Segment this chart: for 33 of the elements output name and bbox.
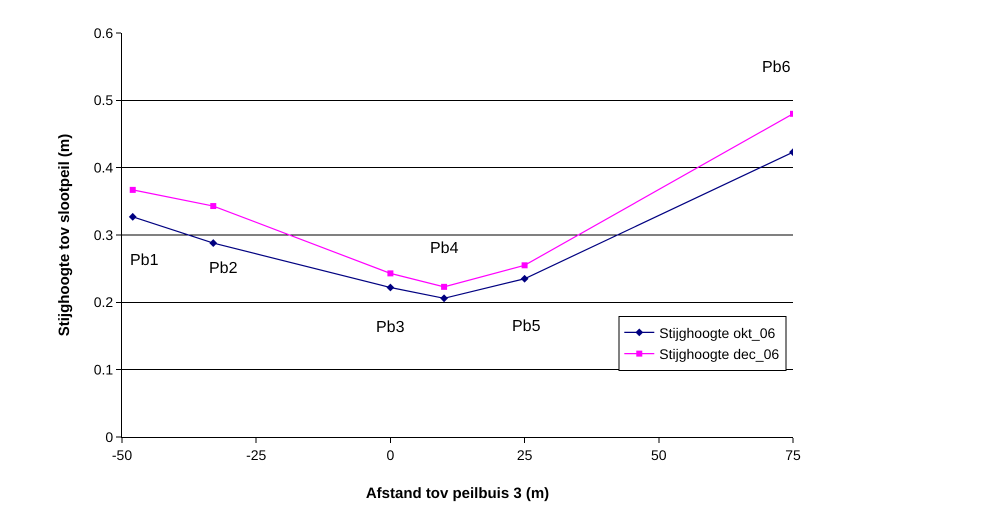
x-tick-label: -50: [112, 446, 132, 463]
annotation: Pb1: [130, 252, 159, 269]
point: [520, 274, 528, 283]
point: [441, 284, 448, 290]
y-axis-title: Stijghoogte tov slootpeil (m): [56, 134, 73, 336]
y-tick-label: 0.5: [94, 92, 114, 108]
annotation: Pb2: [209, 260, 238, 277]
annotation: Pb4: [430, 240, 459, 257]
annotation: Pb5: [512, 318, 541, 335]
y-tick-label: 0.1: [94, 362, 114, 378]
legend-label: Stijghoogte okt_06: [659, 324, 776, 341]
y-tick-label: 0.6: [94, 24, 114, 41]
y-tick-label: 0.2: [94, 294, 114, 310]
point: [440, 294, 448, 302]
annotation: Pb3: [376, 319, 405, 336]
y-tick-label: 0.3: [94, 226, 114, 243]
point: [128, 212, 137, 221]
annotation: Pb6: [762, 59, 791, 76]
point: [522, 262, 528, 268]
legend-label: Stijghoogte dec_06: [659, 346, 780, 362]
y-tick-label: 0.4: [94, 160, 114, 176]
x-tick-label: 75: [785, 446, 801, 463]
y-tick-label: 0: [105, 428, 114, 445]
point: [209, 239, 218, 247]
point: [130, 186, 136, 193]
point: [387, 270, 394, 276]
x-tick-label: -25: [246, 446, 267, 463]
point: [386, 284, 394, 292]
x-tick-label: 50: [651, 446, 667, 463]
point: [210, 203, 216, 210]
x-tick-label: 0: [386, 446, 394, 463]
x-axis-title: Afstand tov peilbuis 3 (m): [366, 484, 550, 502]
x-tick-label: 25: [516, 446, 533, 463]
